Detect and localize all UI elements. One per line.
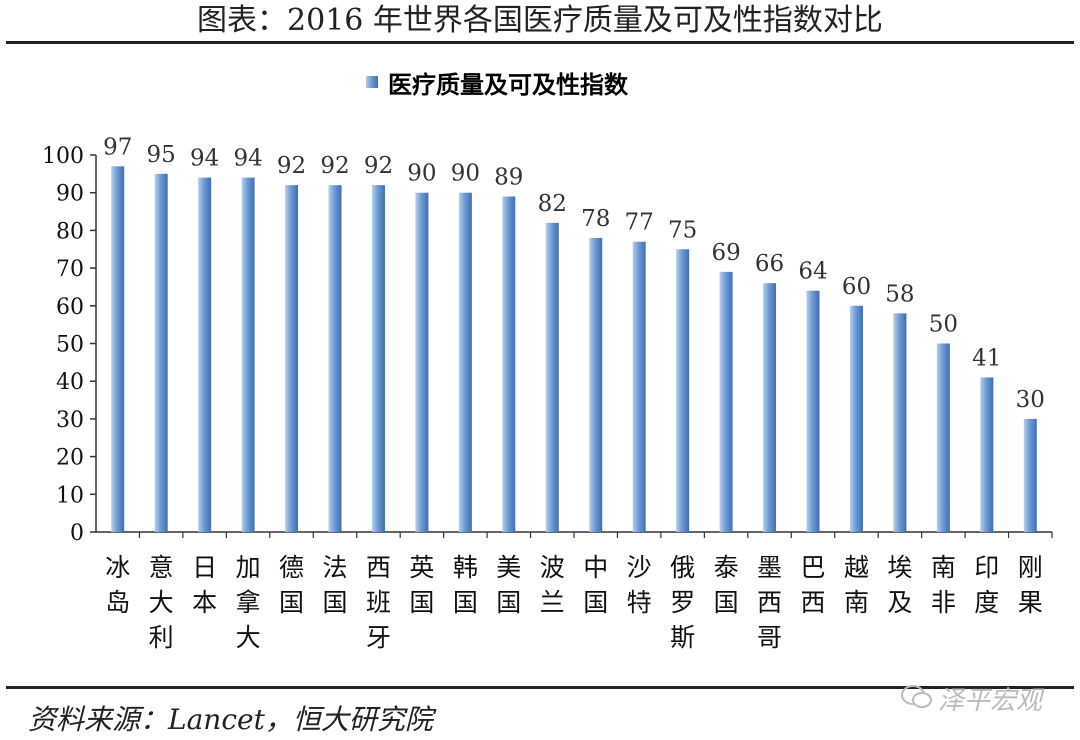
data-label: 64 <box>798 259 827 285</box>
bar <box>589 237 603 532</box>
category-label: 法国 <box>322 553 347 617</box>
category-label: 德国 <box>279 553 304 617</box>
data-label: 41 <box>972 345 1001 371</box>
y-tick-label: 50 <box>56 333 84 358</box>
data-label: 77 <box>625 210 654 236</box>
y-tick-label: 10 <box>56 483 84 508</box>
data-label: 89 <box>494 164 523 190</box>
category-label: 俄罗斯 <box>670 553 695 652</box>
category-label: 印度 <box>974 553 999 617</box>
y-tick-label: 60 <box>56 295 84 320</box>
category-label: 日本 <box>192 553 217 617</box>
y-tick-label: 90 <box>56 182 84 207</box>
category-label: 埃及 <box>887 553 912 617</box>
source-note: 资料来源：Lancet，恒大研究院 <box>28 703 433 736</box>
data-label: 90 <box>407 161 436 187</box>
legend-label: 医疗质量及可及性指数 <box>388 71 629 99</box>
bar <box>154 173 168 532</box>
bar <box>893 313 907 532</box>
data-label: 90 <box>451 161 480 187</box>
bar <box>458 192 472 532</box>
bar <box>806 290 820 532</box>
category-label: 冰岛 <box>105 553 130 617</box>
data-label: 94 <box>190 146 219 172</box>
data-label: 30 <box>1016 387 1045 413</box>
bar <box>719 271 733 532</box>
y-tick-label: 70 <box>56 257 84 282</box>
category-label: 泰国 <box>714 553 739 617</box>
chart-axes <box>95 155 1052 533</box>
category-label: 英国 <box>409 553 434 617</box>
bar <box>545 222 559 533</box>
y-tick-label: 0 <box>70 521 84 546</box>
y-tick-label: 40 <box>56 370 84 395</box>
bar <box>415 192 429 532</box>
data-label: 50 <box>929 312 958 338</box>
bar <box>632 241 646 532</box>
bar <box>241 177 255 532</box>
bar <box>980 377 994 532</box>
y-axis-ticks: 0 10 20 30 40 50 60 70 80 90 100 <box>42 144 96 546</box>
data-label: 95 <box>147 142 176 168</box>
category-label: 韩国 <box>453 553 478 617</box>
bar <box>1023 418 1037 532</box>
bar <box>676 249 690 532</box>
bar <box>763 283 777 532</box>
bar-series <box>111 166 1037 533</box>
data-label: 94 <box>233 146 262 172</box>
category-label: 意大利 <box>149 553 174 652</box>
category-label: 中国 <box>583 553 608 617</box>
title-divider <box>6 41 1074 44</box>
data-label: 92 <box>320 153 349 179</box>
y-tick-label: 30 <box>56 408 84 433</box>
x-axis-categories: 冰岛意大利日本加拿大德国法国西班牙英国韩国美国波兰中国沙特俄罗斯泰国墨西哥巴西越… <box>105 532 1053 652</box>
y-tick-label: 20 <box>56 446 84 471</box>
bar <box>198 177 212 532</box>
data-labels: 97 95 94 94 92 92 92 90 90 89 82 78 77 75 69 66 64 60 58 50… <box>103 134 1045 413</box>
legend-swatch <box>366 76 378 88</box>
category-label: 南非 <box>931 553 956 617</box>
bar <box>849 305 863 532</box>
footer-divider <box>6 686 1074 689</box>
data-label: 97 <box>103 134 132 160</box>
bar <box>936 343 950 532</box>
category-label: 刚果 <box>1018 553 1043 617</box>
data-label: 78 <box>581 206 610 232</box>
category-label: 美国 <box>496 553 521 617</box>
category-label: 沙特 <box>627 553 652 617</box>
bar <box>285 185 299 532</box>
bar <box>111 166 125 532</box>
data-label: 92 <box>277 153 306 179</box>
category-label: 巴西 <box>800 553 825 617</box>
y-tick-label: 80 <box>56 219 84 244</box>
bar <box>371 185 385 532</box>
page-title: 图表：2016 年世界各国医疗质量及可及性指数对比 <box>197 3 883 38</box>
data-label: 82 <box>538 191 567 217</box>
category-label: 波兰 <box>540 553 565 617</box>
chart-legend: 医疗质量及可及性指数 <box>366 71 629 99</box>
data-label: 58 <box>885 281 914 307</box>
data-label: 92 <box>364 153 393 179</box>
category-label: 墨西哥 <box>757 553 782 652</box>
wechat-icon <box>901 685 932 708</box>
y-tick-label: 100 <box>42 144 84 169</box>
category-label: 越南 <box>844 553 869 617</box>
data-label: 75 <box>668 217 697 243</box>
category-label: 西班牙 <box>366 553 391 652</box>
category-label: 加拿大 <box>236 553 261 652</box>
data-label: 69 <box>711 240 740 266</box>
bar-chart: 医疗质量及可及性指数 0 10 20 30 40 50 60 70 80 90 100 97 95 94… <box>42 71 1053 652</box>
bar <box>502 196 516 532</box>
bar <box>328 185 342 532</box>
data-label: 60 <box>842 274 871 300</box>
data-label: 66 <box>755 251 784 277</box>
watermark: 泽平宏观 <box>938 686 1043 716</box>
